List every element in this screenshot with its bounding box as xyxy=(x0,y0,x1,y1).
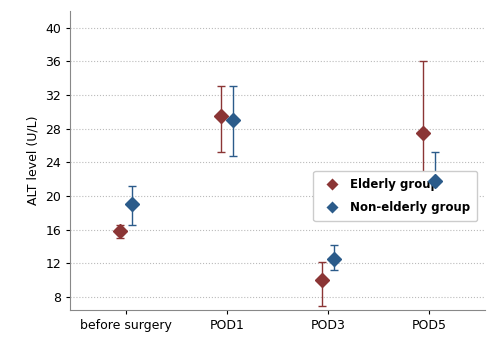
Legend: Elderly group, Non-elderly group: Elderly group, Non-elderly group xyxy=(313,171,477,221)
Y-axis label: ALT level (U/L): ALT level (U/L) xyxy=(26,115,40,205)
